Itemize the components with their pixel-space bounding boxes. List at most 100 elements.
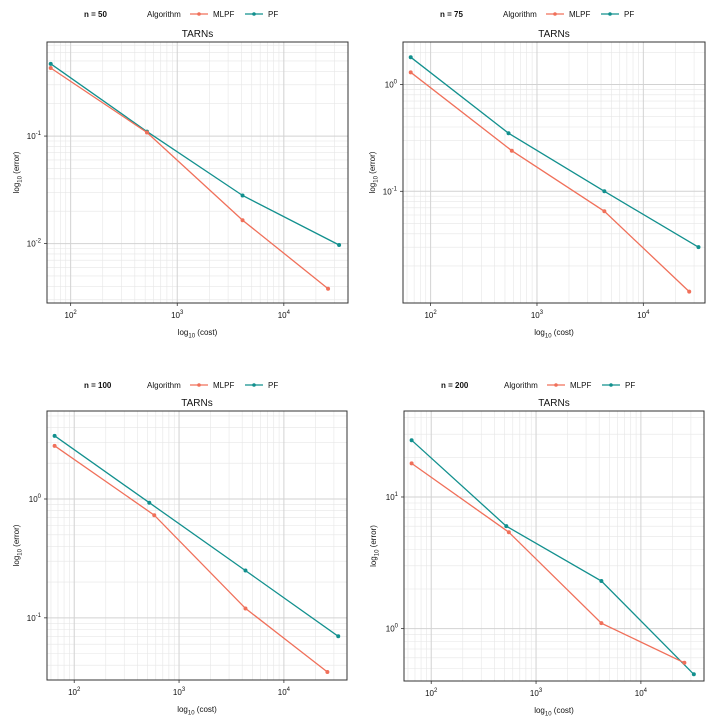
legend-title: Algorithm (147, 10, 181, 19)
chart-title: TARNs (182, 29, 213, 40)
panel-n100: n = 100 Algorithm MLPF PF TARNs 102 103 104 10-1… (12, 381, 348, 717)
series-line-pf (411, 439, 695, 675)
x-tick-label: 103 (530, 688, 543, 698)
legend-title: Algorithm (503, 10, 537, 19)
legend-marker-mlpf (197, 12, 201, 16)
data-point-pf (506, 131, 511, 136)
data-point-pf (240, 193, 245, 198)
subtitle: n = 75 (440, 10, 463, 19)
data-point-mlpf (325, 670, 330, 675)
legend-marker-pf (609, 383, 613, 387)
data-point-pf (409, 438, 414, 443)
x-tick-label: 104 (635, 688, 648, 698)
series-line-pf (410, 56, 699, 248)
plot-border (46, 410, 348, 681)
legend: n = 200 Algorithm MLPF PF (441, 381, 635, 390)
series-line-mlpf (50, 67, 329, 290)
series-line-mlpf (54, 445, 328, 673)
data-point-mlpf (408, 70, 413, 75)
x-tick-label: 102 (65, 310, 78, 320)
x-tick-label: 102 (68, 687, 81, 697)
subtitle: n = 100 (84, 381, 112, 390)
data-point-pf (337, 242, 342, 247)
data-point-mlpf (409, 461, 414, 466)
data-point-mlpf (52, 443, 57, 448)
y-axis-label: log10 (error) (369, 525, 381, 567)
data-point-pf (243, 568, 248, 573)
x-axis-label: log10 (cost) (177, 705, 217, 717)
legend-label-pf: PF (268, 10, 278, 19)
legend-label-pf: PF (268, 381, 278, 390)
data-point-mlpf (687, 289, 692, 294)
data-point-pf (52, 433, 57, 438)
x-axis-label: log10 (cost) (534, 328, 574, 340)
series-line-pf (50, 63, 340, 246)
legend-marker-mlpf (553, 12, 557, 16)
y-tick-label: 10-1 (383, 186, 398, 196)
panel-n75: n = 75 Algorithm MLPF PF TARNs 102 103 104 10-1 1… (368, 10, 706, 340)
data-point-mlpf (144, 130, 149, 135)
legend-marker-pf (608, 12, 612, 16)
data-point-mlpf (240, 218, 245, 223)
series-line-mlpf (411, 462, 685, 664)
x-tick-label: 104 (278, 310, 291, 320)
x-axis-label: log10 (cost) (534, 706, 574, 718)
data-point-mlpf (152, 513, 157, 518)
legend-marker-mlpf (197, 383, 201, 387)
data-point-pf (48, 61, 53, 66)
series-line-mlpf (410, 71, 690, 293)
chart-title: TARNs (538, 398, 569, 409)
legend-marker-pf (252, 12, 256, 16)
x-tick-label: 103 (173, 687, 186, 697)
y-axis-label: log10 (error) (368, 151, 380, 193)
data-point-pf (147, 500, 152, 505)
legend-label-pf: PF (624, 10, 634, 19)
legend: n = 75 Algorithm MLPF PF (440, 10, 634, 19)
x-tick-label: 102 (424, 310, 437, 320)
data-point-pf (408, 55, 413, 60)
legend-marker-pf (252, 383, 256, 387)
legend-marker-mlpf (554, 383, 558, 387)
data-point-mlpf (243, 606, 248, 611)
data-point-pf (599, 579, 604, 584)
x-tick-label: 103 (171, 310, 184, 320)
plot-border (402, 41, 706, 304)
data-point-pf (691, 672, 696, 677)
plot-border (403, 410, 705, 682)
data-point-mlpf (509, 148, 514, 153)
y-tick-label: 10-1 (27, 613, 42, 623)
y-tick-label: 10-2 (27, 239, 42, 249)
chart-title: TARNs (538, 29, 569, 40)
x-axis-label: log10 (cost) (178, 328, 218, 340)
panel-n50: n = 50 Algorithm MLPF PF TARNs 102 103 104 10-2 1… (12, 10, 349, 340)
legend: n = 100 Algorithm MLPF PF (84, 381, 278, 390)
data-point-pf (602, 189, 607, 194)
data-point-mlpf (682, 660, 687, 665)
data-point-mlpf (48, 65, 53, 70)
subtitle: n = 200 (441, 381, 469, 390)
data-point-mlpf (602, 209, 607, 214)
legend-label-mlpf: MLPF (213, 381, 234, 390)
x-tick-label: 104 (278, 687, 291, 697)
data-point-pf (696, 245, 701, 250)
plot-frame (46, 410, 348, 681)
legend-label-pf: PF (625, 381, 635, 390)
legend: n = 50 Algorithm MLPF PF (84, 10, 278, 19)
series-line-pf (54, 435, 339, 637)
y-tick-label: 100 (29, 494, 42, 504)
chart-title: TARNs (181, 398, 212, 409)
x-tick-label: 103 (531, 310, 544, 320)
legend-label-mlpf: MLPF (569, 10, 590, 19)
data-point-mlpf (599, 621, 604, 626)
legend-title: Algorithm (504, 381, 538, 390)
panel-n200: n = 200 Algorithm MLPF PF TARNs 102 103 104 100 1… (369, 381, 705, 718)
y-axis-label: log10 (error) (12, 524, 24, 566)
plot-frame (46, 41, 349, 304)
data-point-pf (336, 634, 341, 639)
data-point-pf (504, 524, 509, 529)
y-tick-label: 100 (386, 624, 399, 634)
legend-title: Algorithm (147, 381, 181, 390)
legend-label-mlpf: MLPF (213, 10, 234, 19)
data-point-mlpf (326, 286, 331, 291)
